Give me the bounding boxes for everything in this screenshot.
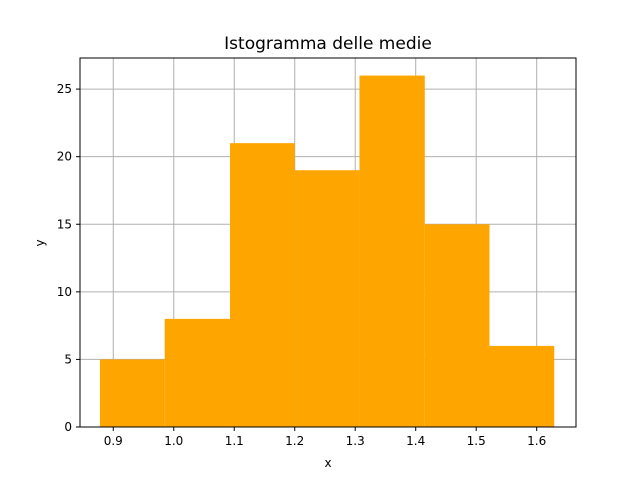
histogram-bar: [164, 318, 231, 427]
histogram-bar: [99, 359, 165, 427]
histogram-bar: [359, 75, 425, 428]
plot-frame: [79, 57, 577, 428]
histogram-bars: [99, 75, 555, 428]
y-axis-ticks: 0 5 10 15 20 25: [57, 82, 80, 434]
x-axis-ticks: 0.9 1.0 1.1 1.2 1.3 1.4 1.5 1.6: [104, 427, 546, 448]
x-tick-label: 1.2: [285, 434, 304, 448]
y-tick-label: 0: [64, 420, 72, 434]
x-tick-label: 1.4: [406, 434, 425, 448]
x-tick-label: 0.9: [104, 434, 123, 448]
y-axis-label: y: [33, 239, 47, 246]
chart-title: Istogramma delle medie: [224, 34, 432, 54]
y-tick-label: 15: [57, 217, 72, 231]
y-tick-label: 5: [64, 352, 72, 366]
histogram-bar: [489, 345, 555, 427]
x-tick-label: 1.0: [164, 434, 183, 448]
histogram-bar: [424, 224, 490, 427]
histogram-bar: [230, 143, 295, 427]
x-tick-label: 1.6: [527, 434, 546, 448]
x-tick-label: 1.5: [467, 434, 486, 448]
x-tick-label: 1.1: [225, 434, 244, 448]
y-tick-label: 25: [57, 82, 72, 96]
y-tick-label: 10: [57, 285, 72, 299]
y-tick-label: 20: [57, 150, 72, 164]
x-tick-label: 1.3: [346, 434, 365, 448]
histogram-bar: [294, 170, 360, 427]
x-axis-label: x: [324, 456, 331, 470]
